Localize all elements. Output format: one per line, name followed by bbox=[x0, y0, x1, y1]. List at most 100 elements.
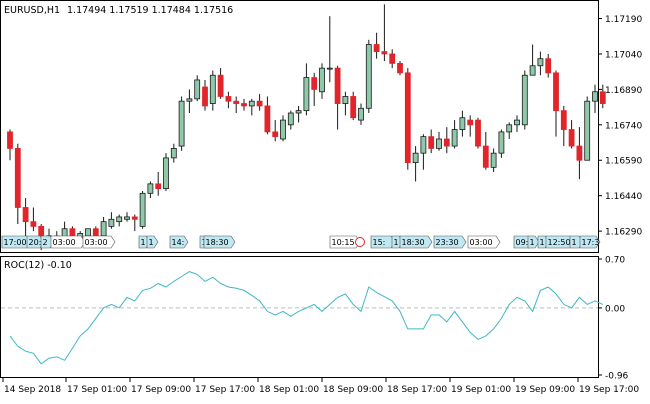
candle bbox=[514, 115, 520, 132]
event-tag-label: 03:00 bbox=[470, 238, 493, 247]
candle bbox=[498, 129, 505, 158]
event-tag[interactable]: 18:30 bbox=[399, 235, 433, 249]
bull-candle-body bbox=[451, 129, 458, 147]
candle bbox=[124, 212, 130, 222]
event-tag-label: 10:15 bbox=[332, 238, 355, 247]
time-tick-label: 17 Sep 01:00 bbox=[67, 385, 127, 395]
event-tag[interactable]: 1 bbox=[527, 235, 540, 249]
event-tag-label: 1 bbox=[572, 238, 577, 247]
bull-candle-body bbox=[186, 98, 193, 102]
bull-candle-body bbox=[529, 65, 536, 76]
event-tag-label: 20: bbox=[29, 238, 42, 247]
candle bbox=[186, 89, 193, 114]
candle bbox=[475, 117, 481, 149]
bear-candle-body bbox=[217, 74, 224, 97]
candle bbox=[248, 98, 255, 116]
candle bbox=[155, 172, 162, 196]
candle bbox=[443, 127, 450, 154]
candle bbox=[139, 190, 146, 229]
bear-candle-body bbox=[241, 103, 247, 107]
event-tag-label: 23:30 bbox=[436, 238, 459, 247]
candle bbox=[529, 44, 536, 76]
event-tag-shape bbox=[399, 235, 433, 249]
bull-candle-body bbox=[490, 152, 497, 168]
candle bbox=[194, 75, 201, 102]
bear-candle-body bbox=[475, 119, 481, 147]
bull-candle-body bbox=[85, 228, 91, 237]
price-tick-label: 1.16890 bbox=[605, 86, 642, 96]
event-tag-shape bbox=[467, 235, 501, 249]
bull-candle-body bbox=[358, 107, 364, 121]
event-tag[interactable]: 03:00 bbox=[467, 235, 501, 249]
candle bbox=[147, 181, 154, 199]
time-tick-label: 18 Sep 17:00 bbox=[387, 385, 447, 395]
bull-candle-body bbox=[248, 100, 255, 107]
event-tag-label: 18:30 bbox=[206, 238, 229, 247]
candle bbox=[592, 84, 598, 114]
candle bbox=[217, 68, 224, 99]
candle bbox=[295, 105, 302, 123]
candle bbox=[482, 131, 489, 170]
candle bbox=[178, 96, 185, 151]
chart-header-symbol: EURUSD,H1 bbox=[4, 5, 60, 16]
event-tag[interactable]: 14: bbox=[169, 235, 189, 249]
candle bbox=[311, 72, 318, 106]
bear-candle-body bbox=[256, 100, 263, 107]
bull-candle-body bbox=[420, 136, 427, 154]
price-tick-label: 1.17040 bbox=[605, 50, 642, 60]
bear-candle-body bbox=[155, 183, 162, 189]
candle bbox=[568, 120, 575, 149]
time-axis: 14 Sep 2018 17 Sep 01:00 17 Sep 09:00 17 Se… bbox=[2, 378, 639, 395]
time-tick-label: 19 Sep 01:00 bbox=[451, 385, 511, 395]
bear-candle-body bbox=[467, 119, 474, 126]
bear-candle-body bbox=[92, 228, 99, 237]
event-tag[interactable] bbox=[355, 237, 365, 247]
event-tag-shape bbox=[433, 235, 467, 249]
bear-candle-body bbox=[131, 216, 138, 220]
bear-candle-body bbox=[397, 63, 403, 74]
event-tag-shape bbox=[203, 235, 236, 249]
bear-candle-body bbox=[404, 72, 411, 164]
event-tag[interactable]: 03:00 bbox=[82, 235, 116, 249]
candle bbox=[428, 129, 435, 154]
bull-candle-body bbox=[170, 148, 177, 159]
candle bbox=[202, 79, 208, 111]
candle bbox=[404, 68, 411, 170]
candle bbox=[326, 16, 333, 83]
event-tag[interactable]: 18:30 bbox=[203, 235, 236, 249]
bull-candle-body bbox=[295, 110, 302, 114]
event-tag-label: 1 bbox=[149, 238, 154, 247]
bear-candle-body bbox=[443, 138, 450, 147]
candle bbox=[365, 39, 372, 114]
bull-candle-body bbox=[209, 74, 216, 104]
bear-candle-body bbox=[14, 148, 21, 208]
candle bbox=[451, 120, 458, 149]
event-tag[interactable]: 15: bbox=[370, 235, 396, 249]
price-tick-label: 1.16440 bbox=[605, 192, 642, 202]
event-tag-label: 1 bbox=[394, 238, 399, 247]
event-tag[interactable]: 17:00 bbox=[1, 235, 32, 249]
candle bbox=[131, 214, 138, 232]
bull-candle-body bbox=[280, 119, 286, 140]
bull-candle-body bbox=[100, 221, 107, 237]
candle bbox=[373, 32, 380, 59]
bear-candle-body bbox=[576, 145, 583, 161]
bear-candle-body bbox=[264, 105, 271, 133]
bull-candle-body bbox=[459, 117, 466, 130]
price-tick-label: 1.16740 bbox=[605, 121, 642, 131]
candle bbox=[209, 70, 216, 111]
event-tag-strip: 17:0020:203:0003:001114:16:18:3010:1515:… bbox=[1, 235, 601, 249]
roc-tick-label: 0.00 bbox=[605, 304, 625, 314]
candle bbox=[319, 63, 325, 99]
candle bbox=[22, 198, 29, 239]
event-tag-label: 17:3 bbox=[582, 238, 600, 247]
event-tag-label: 17:00 bbox=[4, 238, 27, 247]
event-tag[interactable]: 1 bbox=[146, 235, 159, 249]
event-tag[interactable]: 23:30 bbox=[433, 235, 467, 249]
bear-candle-body bbox=[22, 207, 29, 223]
event-tag[interactable]: 17:3 bbox=[579, 235, 601, 249]
event-tag[interactable]: 03:00 bbox=[50, 235, 86, 249]
bear-candle-body bbox=[560, 110, 567, 130]
